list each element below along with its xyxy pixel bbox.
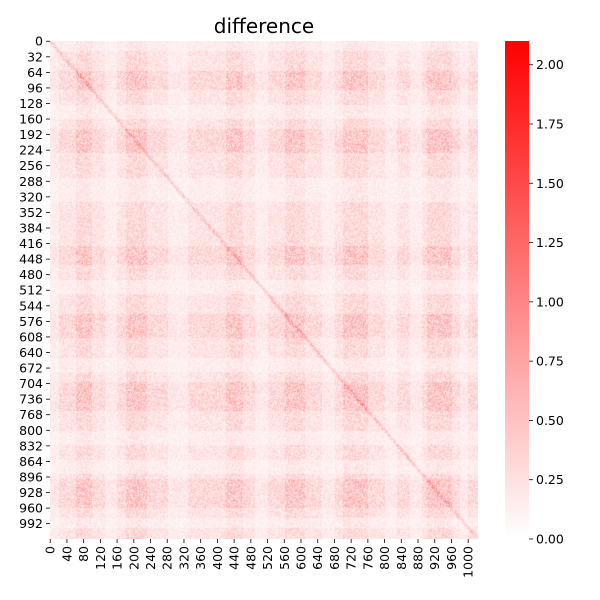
y-tick-label: 224 — [19, 143, 43, 158]
y-tick-label: 416 — [19, 236, 43, 251]
colorbar-tick-label: 1.00 — [536, 294, 564, 309]
y-tick-label: 480 — [19, 267, 43, 282]
x-tick-label: 80 — [76, 546, 91, 562]
y-tick-label: 864 — [19, 454, 43, 469]
y-tick-label: 672 — [19, 361, 43, 376]
y-tick-label: 704 — [19, 376, 43, 391]
x-tick-label: 880 — [411, 546, 426, 570]
x-tick-label: 480 — [243, 546, 258, 570]
y-tick-label: 320 — [19, 189, 43, 204]
x-tick-label: 320 — [176, 546, 191, 570]
y-tick-label: 832 — [19, 438, 43, 453]
colorbar-tick-label: 1.50 — [536, 176, 564, 191]
x-tick-label: 800 — [377, 546, 392, 570]
x-tick-label: 400 — [210, 546, 225, 570]
y-tick-label: 800 — [19, 423, 43, 438]
y-tick-label: 512 — [19, 283, 43, 298]
x-tick-label: 1000 — [461, 546, 476, 578]
y-tick-label: 256 — [19, 158, 43, 173]
colorbar-tick-label: 1.75 — [536, 117, 564, 132]
colorbar-tick-label: 2.00 — [536, 57, 564, 72]
y-tick-label: 576 — [19, 314, 43, 329]
colorbar: 0.00 0.25 0.50 0.75 1.00 1.25 1.50 1.75 2.00 — [505, 41, 564, 547]
y-tick-label: 640 — [19, 345, 43, 360]
colorbar-tick-label: 1.25 — [536, 235, 564, 250]
y-tick-label: 64 — [27, 65, 43, 80]
x-tick-label: 960 — [444, 546, 459, 570]
y-tick-label: 928 — [19, 485, 43, 500]
y-tick-label: 32 — [27, 49, 43, 64]
y-tick-label: 128 — [19, 96, 43, 111]
colorbar-tick-label: 0.00 — [536, 532, 564, 547]
colorbar-gradient — [505, 41, 529, 539]
x-tick-label: 200 — [126, 546, 141, 570]
y-tick-label: 448 — [19, 252, 43, 267]
heatmap-plot — [50, 41, 478, 539]
x-tick-label: 920 — [427, 546, 442, 570]
x-tick-label: 680 — [327, 546, 342, 570]
x-tick-label: 40 — [59, 546, 74, 562]
y-tick-label: 0 — [35, 34, 43, 49]
chart-title: difference — [214, 14, 314, 38]
x-tick-label: 440 — [227, 546, 242, 570]
x-tick-label: 560 — [277, 546, 292, 570]
x-axis: 0 40 80 120 160 200 240 280 320 360 400 440 480 520 56… — [43, 539, 476, 578]
x-tick-label: 600 — [293, 546, 308, 570]
x-tick-label: 520 — [260, 546, 275, 570]
x-tick-label: 720 — [344, 546, 359, 570]
y-tick-label: 288 — [19, 174, 43, 189]
x-tick-label: 240 — [143, 546, 158, 570]
colorbar-tick-label: 0.50 — [536, 413, 564, 428]
y-tick-label: 608 — [19, 329, 43, 344]
x-tick-label: 640 — [310, 546, 325, 570]
x-tick-label: 160 — [110, 546, 125, 570]
y-tick-label: 768 — [19, 407, 43, 422]
x-tick-label: 0 — [43, 546, 58, 554]
x-tick-label: 360 — [193, 546, 208, 570]
colorbar-tick-label: 0.25 — [536, 472, 564, 487]
y-tick-label: 736 — [19, 392, 43, 407]
x-tick-label: 280 — [160, 546, 175, 570]
y-tick-label: 544 — [19, 298, 43, 313]
heatmap-cells — [50, 41, 478, 539]
colorbar-tick-label: 0.75 — [536, 354, 564, 369]
y-axis: 0326496128160192224256288320352384416448… — [19, 34, 50, 531]
y-tick-label: 384 — [19, 220, 43, 235]
x-tick-label: 840 — [394, 546, 409, 570]
x-tick-label: 760 — [360, 546, 375, 570]
y-tick-label: 352 — [19, 205, 43, 220]
x-tick-label: 120 — [93, 546, 108, 570]
y-tick-label: 896 — [19, 469, 43, 484]
y-tick-label: 160 — [19, 112, 43, 127]
y-tick-label: 96 — [27, 80, 43, 95]
y-tick-label: 992 — [19, 516, 43, 531]
y-tick-label: 960 — [19, 501, 43, 516]
y-tick-label: 192 — [19, 127, 43, 142]
